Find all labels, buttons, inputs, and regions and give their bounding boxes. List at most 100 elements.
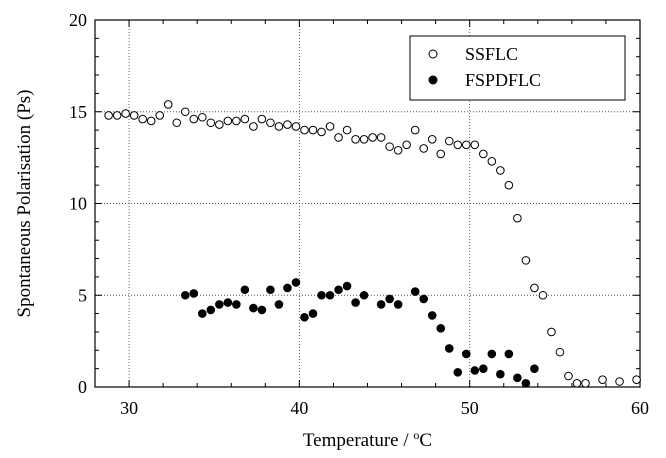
data-point-ssflc bbox=[240, 114, 250, 124]
data-point-ssflc bbox=[180, 107, 190, 117]
data-point-fspdflc bbox=[359, 290, 369, 300]
data-point-ssflc bbox=[172, 118, 182, 128]
data-point-ssflc bbox=[232, 116, 241, 126]
data-point-fspdflc bbox=[487, 349, 497, 359]
data-point-ssflc bbox=[419, 144, 429, 153]
data-point-fspdflc bbox=[513, 373, 522, 383]
x-tick-label: 30 bbox=[120, 398, 138, 418]
data-point-ssflc bbox=[615, 377, 624, 386]
data-point-ssflc bbox=[206, 118, 216, 128]
data-point-fspdflc bbox=[232, 300, 241, 309]
data-point-fspdflc bbox=[479, 364, 488, 373]
data-point-ssflc bbox=[564, 371, 573, 381]
data-point-fspdflc bbox=[393, 300, 403, 309]
data-point-ssflc bbox=[393, 145, 403, 155]
data-point-ssflc bbox=[402, 140, 411, 150]
data-point-fspdflc bbox=[257, 305, 267, 315]
data-point-fspdflc bbox=[419, 294, 429, 304]
data-point-fspdflc bbox=[308, 309, 318, 318]
y-tick-label: 10 bbox=[69, 194, 87, 214]
data-point-fspdflc bbox=[283, 283, 292, 293]
x-tick-label: 60 bbox=[631, 398, 649, 418]
data-point-fspdflc bbox=[223, 298, 233, 307]
data-point-fspdflc bbox=[410, 287, 420, 296]
y-tick-label: 15 bbox=[69, 102, 87, 122]
data-point-fspdflc bbox=[521, 379, 531, 388]
legend-label-fspdflc: FSPDFLC bbox=[465, 70, 541, 90]
data-point-ssflc bbox=[274, 122, 284, 131]
legend-box bbox=[409, 35, 626, 101]
x-tick-label: 40 bbox=[290, 398, 308, 418]
data-point-ssflc bbox=[129, 111, 139, 120]
data-point-ssflc bbox=[487, 156, 497, 166]
legend: SSFLC FSPDFLC bbox=[409, 35, 626, 101]
data-point-fspdflc bbox=[470, 366, 480, 375]
y-axis-label: Spontaneous Polarisation (Ps) bbox=[14, 90, 35, 318]
data-point-ssflc bbox=[427, 134, 437, 144]
data-point-ssflc bbox=[163, 100, 173, 109]
data-point-fspdflc bbox=[334, 285, 343, 295]
data-point-ssflc bbox=[146, 116, 156, 126]
data-point-fspdflc bbox=[206, 305, 216, 315]
data-point-fspdflc bbox=[496, 369, 505, 379]
data-point-ssflc bbox=[283, 120, 292, 129]
data-point-ssflc bbox=[121, 109, 130, 118]
x-axis-label-degree: o bbox=[413, 428, 419, 442]
data-point-fspdflc bbox=[291, 278, 301, 287]
data-point-ssflc bbox=[385, 142, 394, 151]
data-point-ssflc bbox=[555, 347, 565, 357]
data-point-ssflc bbox=[521, 256, 531, 265]
data-point-fspdflc bbox=[249, 303, 258, 313]
data-point-ssflc bbox=[632, 375, 641, 384]
x-axis-label: Temperature / oC bbox=[303, 428, 432, 451]
data-point-fspdflc bbox=[530, 364, 539, 373]
data-point-ssflc bbox=[257, 114, 267, 124]
data-point-ssflc bbox=[470, 140, 480, 150]
data-point-fspdflc bbox=[436, 323, 446, 333]
data-point-fspdflc bbox=[317, 290, 326, 300]
data-point-ssflc bbox=[291, 122, 301, 131]
data-point-ssflc bbox=[538, 290, 548, 300]
data-point-ssflc bbox=[300, 125, 309, 135]
data-point-ssflc bbox=[155, 111, 165, 120]
data-point-ssflc bbox=[104, 111, 113, 120]
data-point-fspdflc bbox=[266, 285, 275, 295]
data-point-fspdflc bbox=[189, 289, 199, 298]
data-point-ssflc bbox=[581, 379, 590, 388]
data-point-ssflc bbox=[479, 149, 488, 159]
data-point-ssflc bbox=[504, 180, 514, 190]
data-point-ssflc bbox=[351, 134, 360, 144]
data-point-ssflc bbox=[547, 327, 556, 337]
data-point-ssflc bbox=[334, 133, 343, 142]
x-axis-label-unit: C bbox=[419, 430, 432, 451]
data-point-ssflc bbox=[308, 125, 318, 135]
data-point-fspdflc bbox=[427, 311, 437, 320]
data-point-fspdflc bbox=[342, 281, 352, 291]
data-point-ssflc bbox=[496, 166, 505, 175]
data-point-ssflc bbox=[112, 111, 122, 120]
data-point-fspdflc bbox=[197, 309, 207, 318]
data-point-fspdflc bbox=[215, 300, 224, 309]
data-point-ssflc bbox=[317, 127, 326, 137]
legend-marker-ssflc bbox=[428, 49, 438, 59]
x-axis-label-main: Temperature / bbox=[303, 430, 414, 451]
data-point-fspdflc bbox=[504, 349, 514, 359]
data-point-fspdflc bbox=[240, 285, 250, 295]
data-point-ssflc bbox=[359, 134, 369, 144]
data-point-ssflc bbox=[266, 118, 275, 128]
data-point-ssflc bbox=[376, 133, 386, 142]
tick-labels: 30 40 50 60 0 5 10 15 20 bbox=[69, 10, 649, 418]
data-point-ssflc bbox=[410, 125, 420, 135]
x-tick-label: 50 bbox=[461, 398, 479, 418]
data-point-ssflc bbox=[249, 122, 258, 131]
data-point-fspdflc bbox=[376, 300, 386, 309]
data-point-ssflc bbox=[138, 114, 147, 124]
legend-label-ssflc: SSFLC bbox=[465, 44, 518, 64]
data-point-ssflc bbox=[572, 379, 582, 388]
data-point-fspdflc bbox=[274, 300, 284, 309]
y-tick-label: 0 bbox=[78, 377, 87, 397]
data-point-ssflc bbox=[368, 133, 377, 142]
data-point-fspdflc bbox=[444, 344, 454, 353]
data-point-fspdflc bbox=[385, 294, 394, 304]
